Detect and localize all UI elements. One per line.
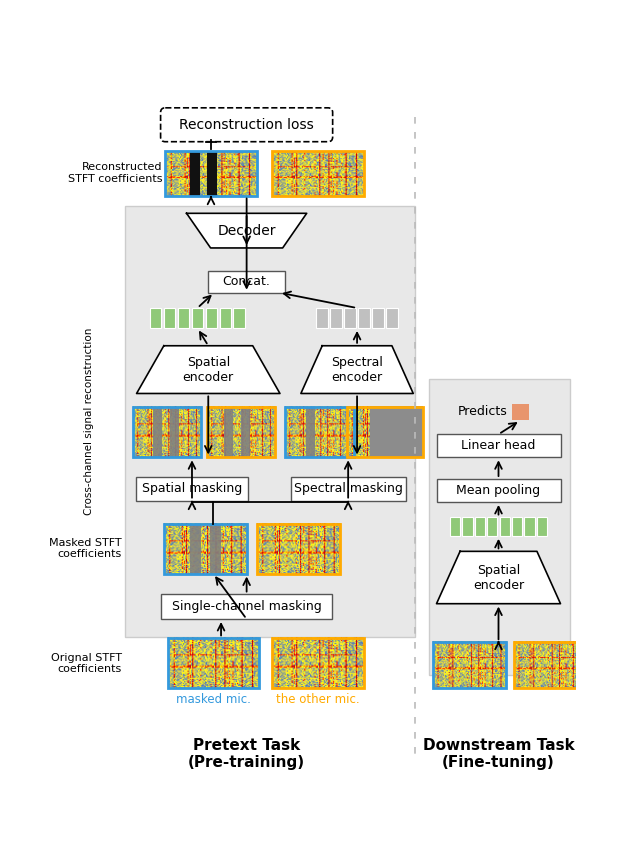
Bar	[165, 151, 257, 195]
Bar	[537, 518, 547, 536]
Text: Cross-channel signal reconstruction: Cross-channel signal reconstruction	[84, 328, 94, 515]
Bar	[210, 524, 221, 574]
Text: Linear head: Linear head	[461, 439, 536, 452]
Bar	[316, 308, 328, 328]
Text: Predicts: Predicts	[457, 405, 507, 419]
Text: Reconstruction loss: Reconstruction loss	[179, 118, 314, 132]
Bar	[386, 308, 397, 328]
Bar	[285, 408, 353, 458]
Bar	[191, 308, 204, 328]
Bar	[514, 642, 588, 688]
Bar	[125, 206, 415, 636]
Text: Single-channel masking: Single-channel masking	[172, 600, 321, 613]
Bar	[291, 477, 406, 501]
Text: Orignal STFT
coefficients: Orignal STFT coefficients	[51, 653, 122, 674]
Bar	[164, 524, 248, 574]
Bar	[136, 477, 248, 501]
Text: Downstream Task
(Fine-tuning): Downstream Task (Fine-tuning)	[422, 738, 574, 770]
Bar	[205, 308, 217, 328]
Bar	[436, 479, 561, 502]
Text: Reconstructed
STFT coefficients: Reconstructed STFT coefficients	[68, 163, 162, 184]
Text: Decoder: Decoder	[218, 224, 276, 237]
Bar	[348, 408, 423, 458]
Text: Spatial
encoder: Spatial encoder	[182, 356, 234, 384]
Bar	[220, 308, 231, 328]
Bar	[358, 308, 370, 328]
Text: Spectral masking: Spectral masking	[294, 482, 403, 495]
Polygon shape	[436, 551, 561, 604]
Text: Masked STFT
coefficients: Masked STFT coefficients	[49, 538, 122, 560]
Bar	[512, 518, 522, 536]
Bar	[511, 403, 529, 421]
Polygon shape	[187, 213, 307, 248]
Bar	[475, 518, 485, 536]
Text: Spatial
encoder: Spatial encoder	[473, 563, 524, 592]
Bar	[190, 151, 200, 195]
Bar	[463, 518, 472, 536]
Bar	[344, 308, 356, 328]
Text: Pretext Task
(Pre-training): Pretext Task (Pre-training)	[188, 738, 305, 770]
Bar	[450, 518, 460, 536]
Bar	[241, 408, 250, 458]
Text: Spectral
encoder: Spectral encoder	[331, 356, 383, 384]
Polygon shape	[301, 346, 413, 394]
Text: the other mic.: the other mic.	[276, 692, 360, 706]
Bar	[168, 638, 259, 688]
Bar	[207, 408, 275, 458]
Bar	[257, 524, 340, 574]
Text: Mean pooling: Mean pooling	[456, 484, 541, 497]
Bar	[132, 408, 201, 458]
Bar	[191, 524, 202, 574]
Bar	[150, 308, 161, 328]
Bar	[500, 518, 509, 536]
Bar	[372, 308, 384, 328]
Text: masked mic.: masked mic.	[176, 692, 251, 706]
Bar	[224, 408, 233, 458]
Bar	[207, 151, 218, 195]
Bar	[178, 308, 189, 328]
Bar	[433, 642, 506, 688]
Bar	[436, 434, 561, 458]
Bar	[208, 271, 285, 292]
Bar	[234, 308, 245, 328]
Text: Concat.: Concat.	[223, 275, 271, 288]
Bar	[524, 518, 534, 536]
Bar	[161, 594, 332, 619]
FancyBboxPatch shape	[161, 108, 333, 142]
Bar	[170, 408, 179, 458]
Bar	[164, 308, 175, 328]
Bar	[330, 308, 342, 328]
Bar	[272, 151, 364, 195]
Bar	[153, 408, 162, 458]
Text: Spatial masking: Spatial masking	[142, 482, 242, 495]
Bar	[272, 638, 364, 688]
Bar	[487, 518, 497, 536]
Bar	[429, 379, 570, 675]
Polygon shape	[136, 346, 280, 394]
Bar	[306, 408, 315, 458]
